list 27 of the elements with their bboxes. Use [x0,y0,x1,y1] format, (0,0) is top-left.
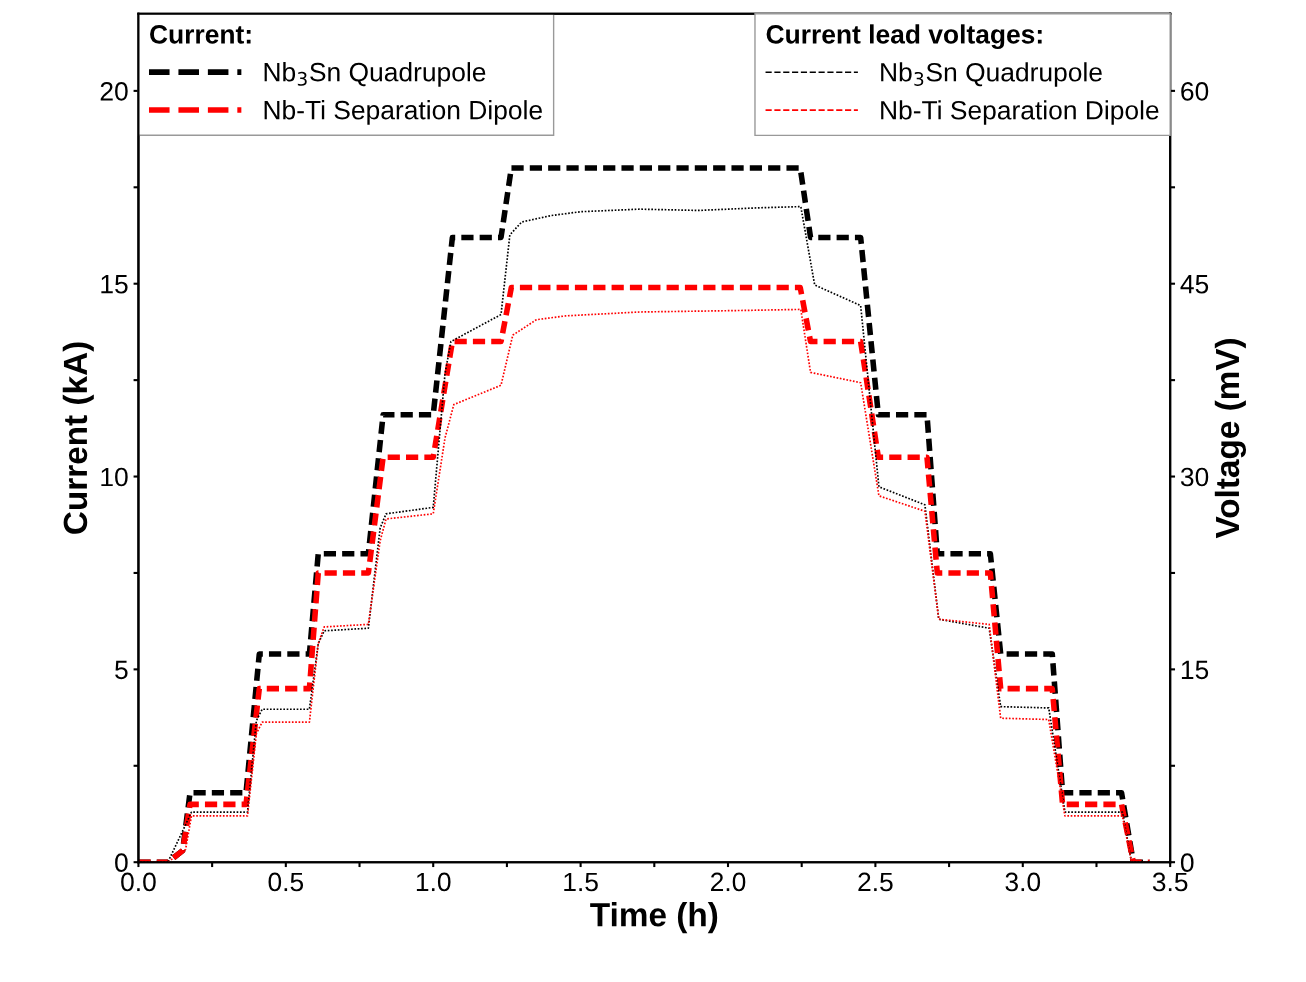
text: Current lead voltages: [766,24,1042,50]
x-tick-label: 3.5 [1152,872,1188,892]
legend-label: Nb$_{3}$Sn Quadrupole [264,62,486,87]
text: Current: [150,25,251,44]
x-tick-label: 2.0 [710,872,746,892]
y2-tick-label: 45 [1180,275,1209,294]
y-tick-label: 0 [115,853,128,873]
y-tick-label: 15 [101,275,128,294]
legend-label: Nb-Ti Separation Dipole [264,100,542,125]
y-axis-title: Current (kA) [62,342,94,534]
y-tick-label: 20 [100,82,128,101]
x-tick-label: 1.0 [416,872,451,892]
y-tick-label: 10 [101,467,128,487]
x-tick-label: 0.0 [121,872,156,892]
y2-axis-title: Voltage (mV) [1214,338,1247,539]
x-tick-label: 1.5 [564,872,598,892]
x-tick-label: 0.5 [268,872,304,892]
x-tick-label: 3.0 [1005,872,1041,892]
y2-tick-label: 15 [1181,660,1209,680]
x-axis-title: Time (h) [590,902,718,934]
legend-label: Nb$_{3}$Sn Quadrupole [881,62,1102,87]
y-tick-label: 5 [115,660,128,680]
y2-tick-label: 60 [1181,82,1209,101]
legend-label: Nb-Ti Separation Dipole [881,100,1159,125]
x-tick-label: 2.5 [858,872,893,892]
y2-tick-label: 30 [1180,467,1209,487]
y2-tick-label: 0 [1180,853,1194,873]
